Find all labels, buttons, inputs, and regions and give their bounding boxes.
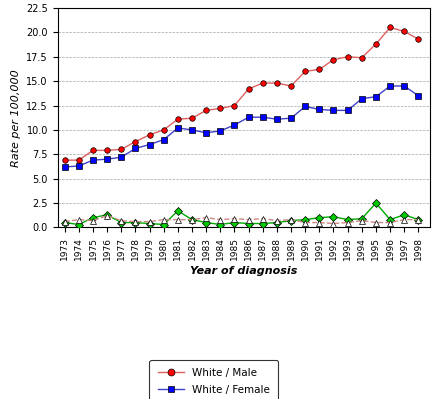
Legend: White / Male, White / Female, Black / Male, Black / Female: White / Male, White / Female, Black / Ma… bbox=[149, 360, 278, 399]
Y-axis label: Rate per 100,000: Rate per 100,000 bbox=[11, 69, 20, 166]
X-axis label: Year of diagnosis: Year of diagnosis bbox=[190, 266, 297, 276]
